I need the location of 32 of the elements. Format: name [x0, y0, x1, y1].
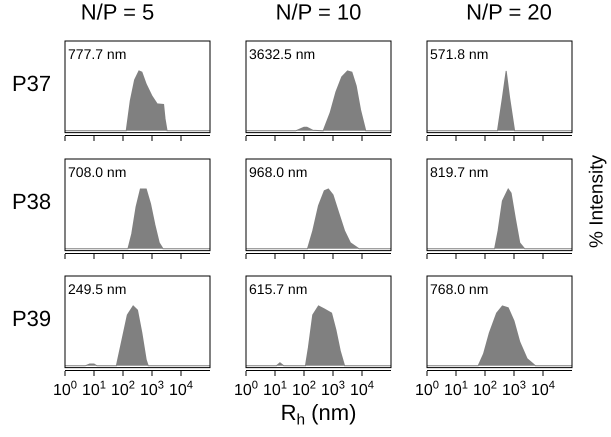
text: 768.0 nm — [430, 281, 488, 297]
text: 968.0 nm — [249, 164, 308, 180]
x-axis-title: R$_{h}$ (nm) — [280, 400, 356, 429]
x-tick-label: 10$^{4}$ — [530, 379, 556, 400]
x-tick-label: 10$^{0}$ — [414, 379, 440, 400]
y2-axis-title: % Intensity — [586, 154, 608, 248]
x-tick-label: 10$^{1}$ — [262, 379, 288, 400]
x-tick-label: 10$^{0}$ — [52, 379, 78, 400]
text: 3632.5 nm — [249, 46, 316, 62]
text: 249.5 nm — [68, 281, 126, 297]
y-axis-title: P38 — [12, 189, 52, 214]
x-tick-label: 10$^{2}$ — [292, 379, 316, 400]
x-tick-label: 10$^{1}$ — [82, 379, 106, 400]
text: 777.7 nm — [68, 46, 126, 62]
x-tick-label: 10$^{3}$ — [140, 379, 164, 400]
x-tick-label: 10$^{4}$ — [168, 379, 194, 400]
y-axis-title: P39 — [12, 306, 52, 331]
chart-title: N/P = 20 — [466, 0, 552, 24]
x-tick-label: 10$^{3}$ — [502, 379, 526, 400]
x-tick-label: 10$^{2}$ — [110, 379, 136, 400]
chart-title: N/P = 5 — [80, 0, 154, 24]
text: 819.7 nm — [430, 164, 488, 180]
text: 708.0 nm — [68, 164, 126, 180]
x-tick-label: 10$^{1}$ — [444, 379, 468, 400]
text: 571.8 nm — [430, 46, 488, 62]
x-tick-label: 10$^{4}$ — [350, 379, 374, 400]
x-tick-label: 10$^{2}$ — [472, 379, 498, 400]
y-axis-title: P37 — [12, 71, 52, 96]
x-tick-label: 10$^{3}$ — [320, 379, 346, 400]
x-tick-label: 10$^{0}$ — [234, 379, 258, 400]
text: 615.7 nm — [249, 281, 308, 297]
chart-title: N/P = 10 — [276, 0, 362, 24]
